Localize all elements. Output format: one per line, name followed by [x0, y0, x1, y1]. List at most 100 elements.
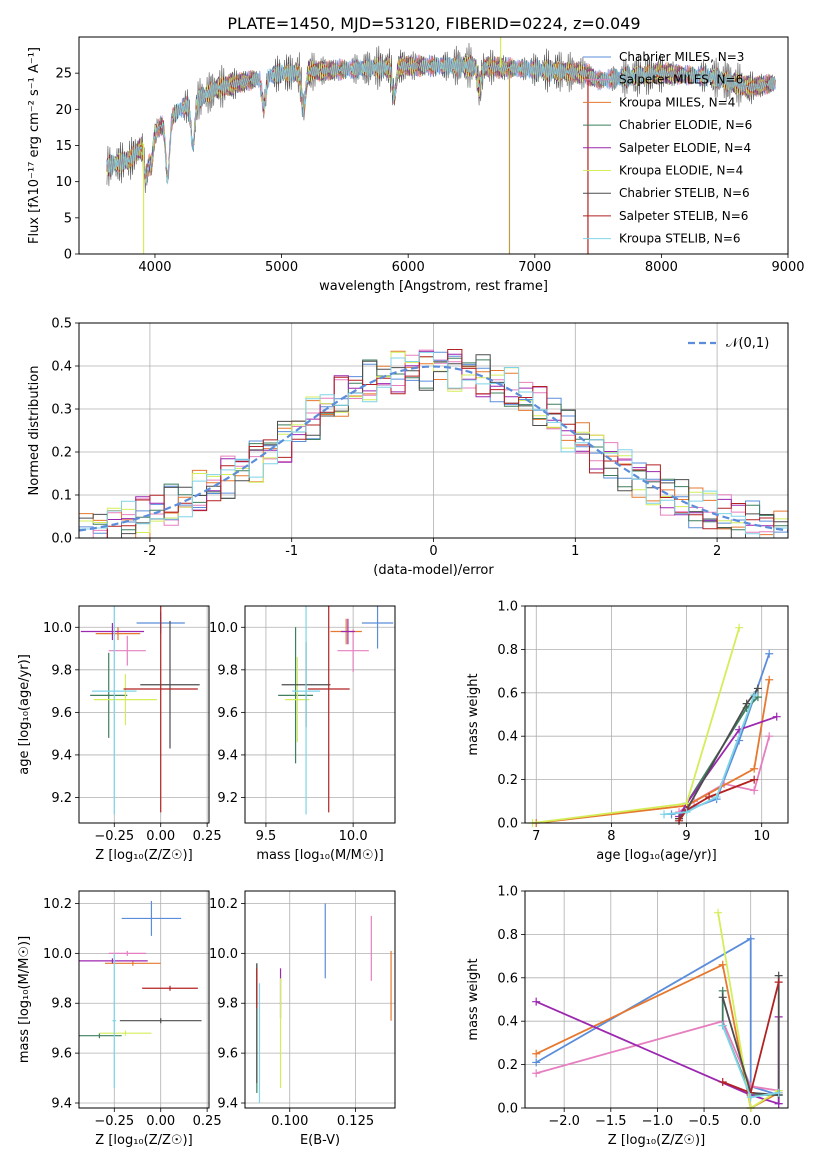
axes-frame: [524, 890, 789, 1109]
legend-label: Salpeter ELODIE, N=4: [619, 141, 751, 155]
series-line: [535, 1020, 779, 1092]
y-tick-label: 9.4: [217, 1097, 238, 1112]
data-point-marker: [750, 764, 759, 773]
y-tick-label: 1.0: [497, 885, 518, 900]
histogram-series: [79, 351, 788, 538]
age-vs-metallicity-chart: −0.25 0.00 0.25 9.2 9.4 9.6 9.8 10.0 Z [log₁₀(Z/…: [17, 605, 222, 863]
spectrum-chart: 4000 5000 6000 7000 8000 9000 0 5 10 15 20 25 wavele…: [27, 36, 805, 294]
x-tick-label: 10: [753, 829, 770, 844]
axes-frame: [244, 605, 396, 824]
data-point-marker: [750, 775, 759, 784]
y-axis-label: mass weight: [466, 958, 481, 1040]
y-tick-label: 10.2: [43, 897, 72, 912]
y-tick-label: 9.2: [51, 791, 72, 806]
data-point-marker: [735, 623, 744, 632]
x-tick-label: 0.25: [193, 1114, 222, 1129]
x-tick-label: 4000: [138, 260, 171, 275]
y-tick-label: 15: [55, 139, 72, 154]
data-point-marker: [774, 978, 783, 987]
data-point-marker: [774, 1099, 783, 1108]
data-point-marker: [718, 1021, 727, 1030]
y-tick-label: 10.0: [209, 947, 238, 962]
y-tick-label: 5: [64, 211, 72, 226]
data-point-marker: [532, 1058, 541, 1067]
y-tick-label: 0.4: [51, 360, 72, 375]
data-point-marker: [750, 690, 759, 699]
mass-weight-vs-metallicity-chart: −2.0 −1.5 −1.0 −0.5 0.0 0.0 0.2 0.4 0.6 0.8 1.0 Z […: [466, 885, 789, 1148]
data-point-marker: [765, 732, 774, 741]
y-tick-label: 9.8: [51, 663, 72, 678]
y-tick-label: 0.0: [497, 817, 518, 832]
legend-label: Kroupa MILES, N=4: [619, 95, 735, 109]
y-tick-label: 0.2: [497, 1058, 518, 1073]
x-axis-label: wavelength [Angstrom, rest frame]: [319, 279, 548, 294]
series-line: [717, 912, 780, 1108]
x-axis-label: Z [log₁₀(Z/Z☉)]: [95, 1133, 192, 1148]
x-tick-label: 0.25: [193, 829, 222, 844]
data-point-marker: [714, 908, 723, 917]
y-tick-label: 9.8: [51, 997, 72, 1012]
x-tick-label: 0.0: [740, 1114, 761, 1129]
legend-label: Salpeter STELIB, N=6: [619, 209, 748, 223]
data-point-marker: [765, 675, 774, 684]
y-tick-label: 0.4: [497, 1015, 518, 1030]
x-tick-label: 9: [682, 829, 690, 844]
y-tick-label: 0.8: [497, 643, 518, 658]
axes-frame: [78, 322, 789, 539]
y-tick-label: 9.6: [217, 1047, 238, 1062]
y-tick-label: 9.4: [217, 748, 238, 763]
y-tick-label: 9.4: [51, 748, 72, 763]
y-tick-label: 10.2: [209, 897, 238, 912]
x-tick-label: 0: [429, 544, 437, 559]
x-tick-label: 7: [532, 829, 540, 844]
x-tick-label: 9.5: [256, 829, 277, 844]
x-tick-label: 0.100: [271, 1114, 308, 1129]
y-tick-label: 10: [55, 175, 72, 190]
y-tick-label: 9.6: [51, 1047, 72, 1062]
x-tick-label: 7000: [518, 260, 551, 275]
data-point-marker: [742, 699, 751, 708]
x-tick-label: −2.0: [548, 1114, 580, 1129]
y-axis-label: Flux [fλ10⁻¹⁷ erg cm⁻² s⁻¹ A⁻¹]: [27, 47, 42, 244]
data-point-marker: [774, 1088, 783, 1097]
x-tick-label: −1.0: [642, 1114, 674, 1129]
data-point-marker: [712, 792, 721, 801]
x-tick-label: 9000: [771, 260, 804, 275]
legend-label: Chabrier ELODIE, N=6: [619, 118, 752, 132]
y-tick-label: 0.2: [497, 773, 518, 788]
y-tick-label: 0.6: [497, 971, 518, 986]
x-tick-label: 0.00: [146, 1114, 175, 1129]
axes-frame: [78, 605, 210, 824]
age-vs-mass-chart: 9.5 10.0 9.2 9.4 9.6 9.8 10.0 mass [log₁₀(M/M☉)…: [209, 605, 396, 863]
x-tick-label: 8: [607, 829, 615, 844]
x-tick-label: 5000: [265, 260, 298, 275]
y-tick-label: 0.1: [51, 489, 72, 504]
axes-frame: [524, 605, 789, 824]
legend-label: 𝒩(0,1): [726, 336, 769, 351]
x-axis-label: E(B-V): [300, 1133, 340, 1148]
y-axis-label: mass [log₁₀(M/M☉)]: [17, 936, 32, 1063]
x-tick-label: −1.5: [595, 1114, 627, 1129]
y-tick-label: 9.2: [217, 791, 238, 806]
y-tick-label: 0: [64, 248, 72, 263]
y-tick-label: 9.4: [51, 1097, 72, 1112]
data-point-marker: [705, 792, 714, 801]
y-tick-label: 0.6: [497, 686, 518, 701]
data-point-marker: [682, 808, 691, 817]
series-line: [535, 963, 780, 1108]
y-tick-label: 10.0: [43, 947, 72, 962]
y-tick-label: 9.8: [217, 663, 238, 678]
x-axis-label: age [log₁₀(age/yr)]: [596, 848, 717, 863]
mass-vs-metallicity-chart: −0.25 0.00 0.25 9.4 9.6 9.8 10.0 10.2 Z [log₁₀(Z…: [17, 890, 222, 1148]
axes-frame: [78, 890, 210, 1109]
y-tick-label: 0.3: [51, 403, 72, 418]
y-tick-label: 0.8: [497, 928, 518, 943]
mass-weight-vs-age-chart: 7 8 9 10 0.0 0.2 0.4 0.6 0.8 1.0 age [log₁₀(age/yr…: [466, 600, 789, 863]
y-tick-label: 10.0: [209, 621, 238, 636]
spectrum-line: [106, 54, 776, 185]
series-line: [721, 975, 780, 1096]
data-point-marker: [746, 1093, 755, 1102]
data-point-marker: [753, 684, 762, 693]
x-tick-label: -1: [285, 544, 298, 559]
